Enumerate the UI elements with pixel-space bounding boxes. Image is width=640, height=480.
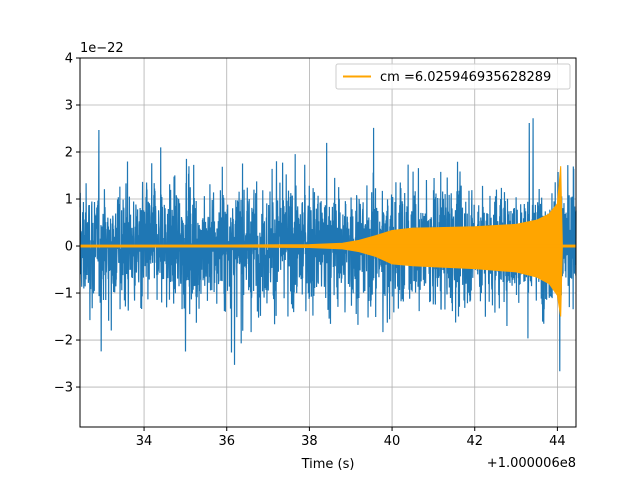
y-axis: −3 −2 −1 0 1 2 3 4	[54, 52, 80, 396]
y-tick-label: 2	[65, 146, 73, 161]
y-tick-label: 0	[65, 240, 73, 255]
y-tick-label: −2	[54, 334, 73, 349]
x-tick-label: 38	[301, 434, 318, 449]
y-tick-label: −1	[54, 287, 73, 302]
x-tick-label: 42	[466, 434, 483, 449]
y-tick-label: 1	[65, 193, 73, 208]
legend-box	[335, 63, 571, 90]
x-tick-label: 44	[549, 434, 566, 449]
y-tick-label: −3	[54, 381, 73, 396]
y-scale-label: 1e−22	[80, 41, 124, 56]
x-tick-label: 40	[384, 434, 401, 449]
x-tick-label: 36	[218, 434, 235, 449]
legend: cm =6.025946935628289	[335, 63, 571, 90]
x-offset-label: +1.000006e8	[487, 456, 576, 471]
x-axis: 34 36 38 40 42 44	[136, 427, 566, 449]
x-tick-label: 34	[136, 434, 153, 449]
legend-label: cm =6.025946935628289	[380, 70, 551, 85]
x-axis-label: Time (s)	[301, 457, 355, 472]
plot-frame	[79, 57, 577, 428]
y-tick-label: 4	[65, 52, 73, 67]
y-tick-label: 3	[65, 99, 73, 114]
